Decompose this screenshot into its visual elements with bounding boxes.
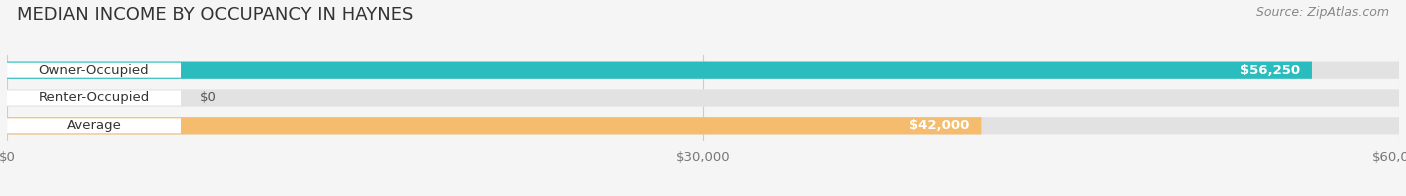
Text: Renter-Occupied: Renter-Occupied [38, 92, 149, 104]
FancyBboxPatch shape [7, 117, 1399, 134]
FancyBboxPatch shape [7, 117, 981, 134]
Text: $56,250: $56,250 [1240, 64, 1301, 77]
FancyBboxPatch shape [7, 91, 181, 105]
FancyBboxPatch shape [7, 89, 1399, 107]
FancyBboxPatch shape [7, 62, 1399, 79]
Text: Owner-Occupied: Owner-Occupied [39, 64, 149, 77]
Text: Average: Average [66, 119, 121, 132]
Text: MEDIAN INCOME BY OCCUPANCY IN HAYNES: MEDIAN INCOME BY OCCUPANCY IN HAYNES [17, 6, 413, 24]
FancyBboxPatch shape [7, 63, 181, 78]
Text: $0: $0 [200, 92, 217, 104]
FancyBboxPatch shape [7, 118, 181, 133]
Text: Source: ZipAtlas.com: Source: ZipAtlas.com [1256, 6, 1389, 19]
FancyBboxPatch shape [7, 62, 1312, 79]
Text: $42,000: $42,000 [910, 119, 970, 132]
